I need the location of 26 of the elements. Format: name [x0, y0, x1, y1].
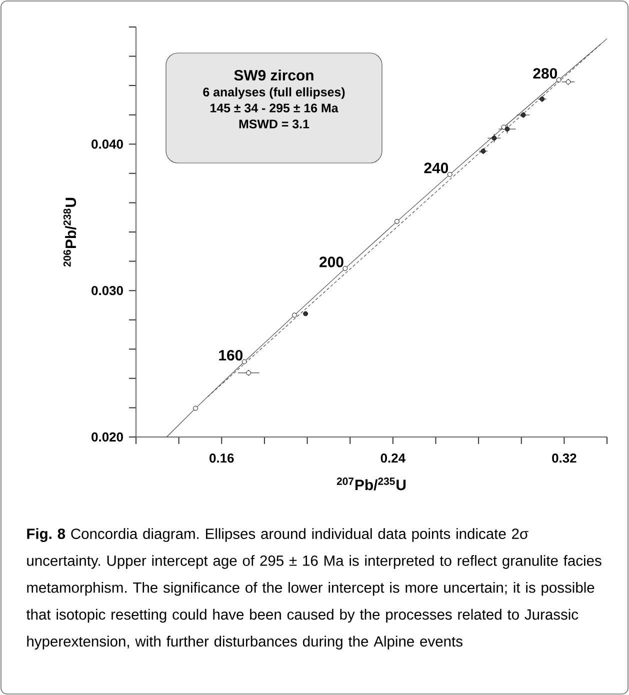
annotation: 145 ± 34 - 295 ± 16 Ma	[210, 104, 338, 112]
annotation: 200	[320, 256, 344, 268]
point	[342, 266, 348, 271]
point	[292, 312, 297, 318]
point	[303, 311, 308, 316]
point	[447, 172, 452, 177]
point	[242, 359, 247, 364]
point	[394, 219, 400, 224]
text: Fig. 8 Concordia diagram. Ellipses around individual data points indicate 2σ uncertainty. Upper intercept age of 295 ± 16 Ma is interpreted to reflect granulite facies metamorphism. The significance of the lower intercept is more uncertain; it is possible that isotopic resetting could have been caused by the processes related to Jurassic hyperextension, with further disturbances during the Alpine events	[26, 528, 602, 650]
point	[193, 406, 198, 411]
y-tick-label: 0.020	[92, 432, 123, 442]
y-axis-title: $^{206}$Pb/$^{238}$U	[63, 198, 76, 267]
x-tick-label: 0.24	[380, 454, 406, 463]
annotation: MSWD = 3.1	[239, 120, 310, 128]
x-axis-title: $^{207}$Pb/$^{235}$U	[336, 478, 406, 490]
annotation: SW9 zircon	[234, 70, 314, 81]
annotation: 160	[219, 350, 242, 361]
y-tick-label: 0.030	[92, 286, 123, 296]
x-tick-label: 0.32	[552, 454, 576, 463]
annotation: 6 analyses (full ellipses)	[203, 87, 345, 99]
point	[556, 77, 562, 82]
x-tick-label: 0.16	[210, 454, 234, 463]
line-series	[166, 38, 608, 438]
annotation: 240	[424, 162, 448, 174]
annotation: 280	[533, 68, 557, 79]
y-tick-label: 0.040	[92, 140, 123, 149]
